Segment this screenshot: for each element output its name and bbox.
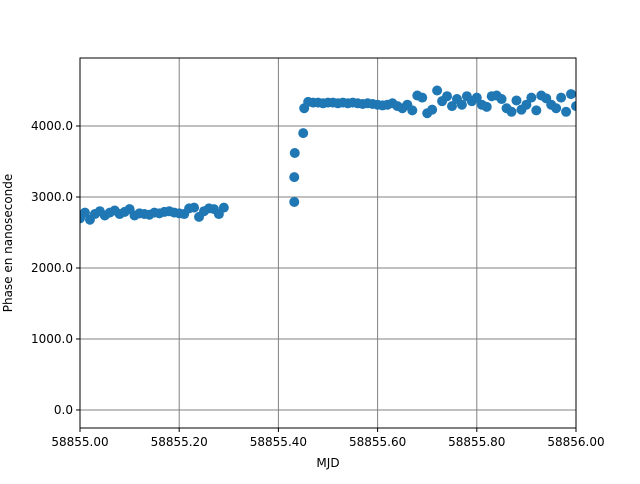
point <box>571 101 576 112</box>
y-tick-label: 4000.0 <box>31 119 73 133</box>
grid <box>79 58 577 428</box>
point <box>442 91 453 102</box>
point <box>289 172 300 183</box>
point <box>456 99 467 110</box>
y-axis-label: Phase en nanoseconde <box>1 174 15 313</box>
point <box>407 105 418 116</box>
point <box>471 92 482 103</box>
point <box>506 106 517 117</box>
x-tick-label: 58855.20 <box>151 435 208 449</box>
point <box>496 94 507 105</box>
point <box>218 202 229 213</box>
point <box>189 202 200 213</box>
point <box>427 104 438 115</box>
x-tick-label: 58855.40 <box>250 435 307 449</box>
point <box>566 89 576 100</box>
point <box>526 92 537 103</box>
point <box>298 128 309 139</box>
y-tick-label: 1000.0 <box>31 332 73 346</box>
point <box>561 106 572 117</box>
point <box>80 207 90 218</box>
x-tick-label: 58855.80 <box>448 435 505 449</box>
plot-frame <box>79 57 577 429</box>
point <box>531 105 542 116</box>
point <box>289 196 300 207</box>
x-axis-label: MJD <box>316 456 339 470</box>
y-tick-label: 2000.0 <box>31 261 73 275</box>
y-tick-label: 3000.0 <box>31 190 73 204</box>
points <box>80 85 576 225</box>
y-tick-label: 0.0 <box>54 403 73 417</box>
point <box>289 147 300 158</box>
x-tick-label: 58855.60 <box>349 435 406 449</box>
x-tick-label: 58855.00 <box>51 435 108 449</box>
x-tick-label: 58856.00 <box>547 435 604 449</box>
point <box>521 99 532 110</box>
point <box>556 92 567 103</box>
point <box>551 103 562 114</box>
point <box>432 85 443 96</box>
point <box>447 101 457 112</box>
point <box>481 101 492 112</box>
point <box>417 92 428 103</box>
point <box>511 95 522 106</box>
